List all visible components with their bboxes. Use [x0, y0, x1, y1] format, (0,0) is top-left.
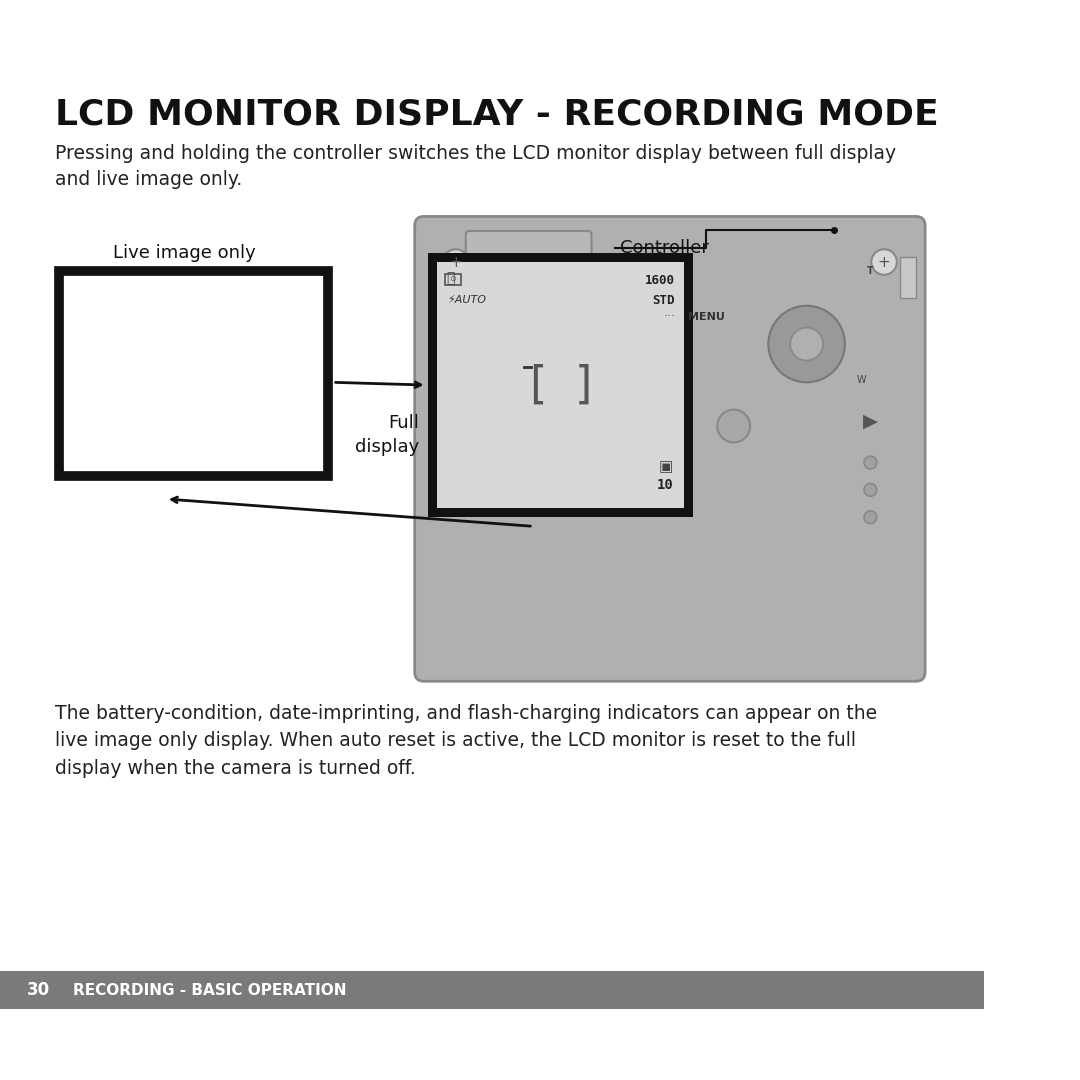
- Text: Pressing and holding the controller switches the LCD monitor display between ful: Pressing and holding the controller swit…: [55, 144, 895, 189]
- Text: ⚡AUTO: ⚡AUTO: [447, 295, 486, 306]
- Text: W: W: [856, 376, 866, 386]
- Text: Full
display: Full display: [355, 415, 419, 456]
- Text: The battery-condition, date-imprinting, and flash-charging indicators can appear: The battery-condition, date-imprinting, …: [55, 704, 877, 778]
- Text: 🔘: 🔘: [446, 271, 455, 285]
- Bar: [0, 971, 984, 1010]
- Circle shape: [864, 511, 877, 524]
- Circle shape: [443, 249, 469, 274]
- Circle shape: [864, 484, 877, 496]
- Text: [: [: [529, 364, 546, 406]
- Text: T: T: [867, 266, 874, 276]
- Text: 1600: 1600: [645, 273, 675, 287]
- Circle shape: [864, 456, 877, 469]
- Text: 10: 10: [657, 478, 674, 492]
- Text: STD: STD: [652, 294, 675, 307]
- Text: ▣: ▣: [658, 460, 673, 474]
- Text: LCD MONITOR DISPLAY - RECORDING MODE: LCD MONITOR DISPLAY - RECORDING MODE: [55, 98, 939, 132]
- Circle shape: [768, 306, 845, 382]
- Text: Live image only: Live image only: [113, 244, 256, 262]
- Bar: [445, 274, 461, 285]
- FancyBboxPatch shape: [415, 216, 926, 681]
- Bar: [900, 257, 916, 298]
- Bar: [59, 271, 328, 476]
- Text: ⊙: ⊙: [449, 274, 457, 283]
- Text: ···: ···: [664, 310, 676, 323]
- Text: Controller: Controller: [620, 240, 708, 257]
- FancyBboxPatch shape: [465, 231, 592, 270]
- Circle shape: [791, 327, 823, 361]
- Text: +: +: [878, 255, 891, 270]
- Text: ▶: ▶: [863, 411, 878, 431]
- Text: ]: ]: [575, 364, 592, 406]
- Text: MENU: MENU: [688, 312, 725, 322]
- Text: RECORDING - BASIC OPERATION: RECORDING - BASIC OPERATION: [73, 983, 347, 998]
- Circle shape: [872, 249, 896, 274]
- Circle shape: [717, 409, 751, 443]
- Bar: [429, 253, 692, 517]
- Text: 30: 30: [27, 982, 51, 999]
- Text: +: +: [449, 255, 462, 270]
- Bar: [437, 262, 684, 508]
